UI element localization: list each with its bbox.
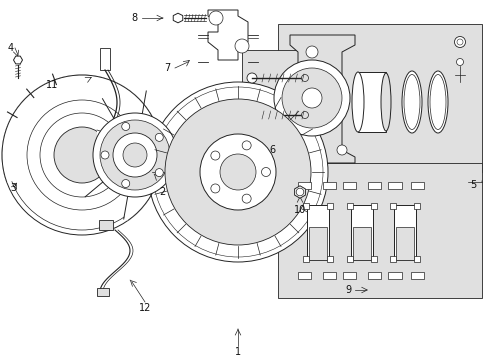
Bar bbox=[99, 220, 113, 230]
Bar bbox=[303, 256, 308, 261]
Circle shape bbox=[282, 68, 341, 128]
Circle shape bbox=[453, 36, 465, 48]
Ellipse shape bbox=[351, 72, 363, 132]
Bar bbox=[113, 130, 121, 135]
Bar bbox=[413, 202, 419, 208]
Bar bbox=[389, 256, 395, 261]
Circle shape bbox=[148, 82, 327, 262]
Bar bbox=[278, 24, 481, 172]
Circle shape bbox=[242, 194, 251, 203]
Circle shape bbox=[456, 58, 463, 66]
Circle shape bbox=[155, 133, 163, 141]
Text: 4: 4 bbox=[8, 43, 14, 53]
Text: 5: 5 bbox=[469, 180, 475, 190]
Bar bbox=[370, 256, 376, 261]
Bar bbox=[298, 181, 311, 189]
Bar bbox=[242, 50, 317, 155]
Circle shape bbox=[210, 184, 220, 193]
Bar bbox=[346, 202, 352, 208]
Circle shape bbox=[123, 143, 147, 167]
Text: 6: 6 bbox=[268, 145, 274, 155]
Bar bbox=[323, 271, 336, 279]
Circle shape bbox=[122, 122, 129, 130]
Bar bbox=[323, 181, 336, 189]
Polygon shape bbox=[395, 227, 413, 260]
Circle shape bbox=[305, 46, 317, 58]
Polygon shape bbox=[207, 10, 247, 60]
Circle shape bbox=[246, 110, 257, 120]
Bar bbox=[387, 271, 401, 279]
Ellipse shape bbox=[380, 73, 390, 131]
Bar bbox=[278, 163, 481, 298]
Circle shape bbox=[101, 151, 109, 159]
Bar bbox=[357, 72, 385, 132]
Circle shape bbox=[93, 113, 177, 197]
Circle shape bbox=[2, 75, 162, 235]
Circle shape bbox=[208, 11, 223, 25]
Bar bbox=[346, 256, 352, 261]
Circle shape bbox=[100, 120, 170, 190]
Text: 10: 10 bbox=[293, 205, 305, 215]
Ellipse shape bbox=[401, 71, 421, 133]
Bar bbox=[326, 256, 332, 261]
Polygon shape bbox=[289, 35, 354, 163]
Circle shape bbox=[210, 151, 220, 160]
Text: 3: 3 bbox=[10, 183, 16, 193]
Circle shape bbox=[113, 133, 157, 177]
Bar bbox=[387, 181, 401, 189]
Polygon shape bbox=[352, 227, 370, 260]
Bar bbox=[100, 48, 110, 70]
Bar bbox=[343, 271, 356, 279]
Text: 11: 11 bbox=[46, 80, 58, 90]
Text: 2: 2 bbox=[159, 187, 165, 197]
Circle shape bbox=[235, 39, 248, 53]
Polygon shape bbox=[2, 75, 162, 221]
Text: 9: 9 bbox=[344, 285, 350, 295]
Polygon shape bbox=[14, 56, 22, 64]
Circle shape bbox=[273, 60, 349, 136]
Circle shape bbox=[301, 112, 308, 118]
Text: 1: 1 bbox=[234, 347, 241, 357]
Polygon shape bbox=[173, 13, 183, 23]
Ellipse shape bbox=[427, 71, 447, 133]
Bar bbox=[343, 181, 356, 189]
Bar bbox=[368, 181, 381, 189]
Circle shape bbox=[302, 88, 321, 108]
Bar bbox=[413, 256, 419, 261]
Bar bbox=[97, 288, 109, 296]
Polygon shape bbox=[97, 130, 112, 165]
Circle shape bbox=[301, 75, 308, 81]
Bar bbox=[411, 271, 424, 279]
Circle shape bbox=[242, 141, 251, 150]
Bar bbox=[389, 202, 395, 208]
Circle shape bbox=[122, 180, 129, 188]
Circle shape bbox=[336, 145, 346, 155]
Bar bbox=[303, 202, 308, 208]
Circle shape bbox=[246, 73, 257, 83]
Text: 12: 12 bbox=[139, 303, 151, 313]
Bar bbox=[298, 271, 311, 279]
Polygon shape bbox=[308, 227, 326, 260]
Bar bbox=[368, 271, 381, 279]
Bar bbox=[411, 181, 424, 189]
Circle shape bbox=[155, 168, 163, 177]
Polygon shape bbox=[350, 204, 372, 260]
Polygon shape bbox=[294, 186, 305, 198]
Polygon shape bbox=[306, 204, 328, 260]
Circle shape bbox=[220, 154, 256, 190]
Polygon shape bbox=[393, 204, 415, 260]
Circle shape bbox=[54, 127, 110, 183]
Bar bbox=[370, 202, 376, 208]
Text: 7: 7 bbox=[163, 63, 170, 73]
Bar bbox=[326, 202, 332, 208]
Circle shape bbox=[200, 134, 275, 210]
Circle shape bbox=[164, 99, 310, 245]
Circle shape bbox=[261, 167, 270, 176]
Text: 8: 8 bbox=[132, 13, 138, 23]
